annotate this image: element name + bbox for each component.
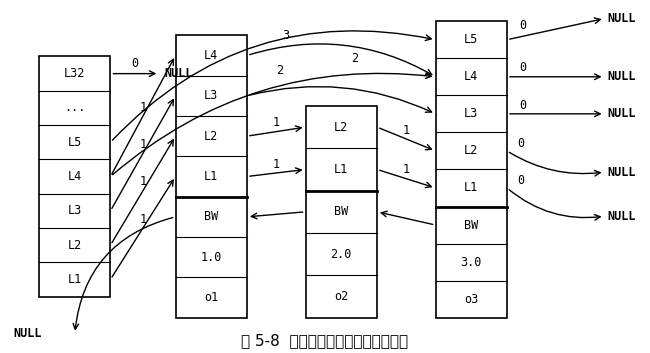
Text: L2: L2	[334, 121, 348, 133]
Text: L1: L1	[68, 273, 82, 286]
Text: BW: BW	[464, 219, 478, 232]
Bar	[39, 56, 111, 297]
Text: 1: 1	[273, 158, 280, 170]
Text: L1: L1	[334, 163, 348, 176]
Text: 0: 0	[520, 19, 526, 32]
Text: NULL: NULL	[13, 327, 42, 340]
Text: 0: 0	[520, 98, 526, 112]
Text: 1: 1	[140, 213, 146, 226]
Text: 1: 1	[140, 175, 146, 188]
Text: L5: L5	[464, 33, 478, 46]
Text: o2: o2	[334, 290, 348, 303]
Text: L5: L5	[68, 136, 82, 149]
Text: BW: BW	[334, 205, 348, 218]
Text: L3: L3	[68, 204, 82, 217]
Text: L1: L1	[204, 170, 218, 183]
Text: L4: L4	[204, 49, 218, 62]
Bar	[436, 21, 507, 318]
Text: 0: 0	[131, 57, 138, 70]
Bar	[306, 106, 377, 318]
Text: 1: 1	[273, 116, 280, 129]
Text: L32: L32	[64, 67, 85, 80]
Text: 0: 0	[518, 137, 525, 150]
Text: 1: 1	[140, 101, 146, 114]
Text: L4: L4	[464, 70, 478, 83]
Text: L3: L3	[204, 89, 218, 102]
Text: o1: o1	[204, 291, 218, 304]
Text: 2: 2	[351, 52, 358, 65]
Text: 3.0: 3.0	[461, 256, 482, 269]
Bar	[176, 35, 247, 318]
Text: NULL: NULL	[608, 12, 636, 25]
Text: 0: 0	[518, 174, 525, 187]
Text: NULL: NULL	[608, 70, 636, 83]
Text: L3: L3	[464, 107, 478, 120]
Text: BW: BW	[204, 210, 218, 223]
Text: NULL: NULL	[608, 210, 636, 223]
Text: L1: L1	[464, 181, 478, 195]
Text: L2: L2	[464, 144, 478, 157]
Text: 2.0: 2.0	[331, 248, 352, 261]
Text: 1.0: 1.0	[201, 251, 222, 264]
Text: L2: L2	[68, 239, 82, 252]
Text: ...: ...	[64, 101, 85, 114]
Text: 3: 3	[283, 29, 289, 42]
Text: L2: L2	[204, 130, 218, 143]
Text: L4: L4	[68, 170, 82, 183]
Text: o3: o3	[464, 293, 478, 306]
Text: 1: 1	[403, 163, 410, 176]
Text: NULL: NULL	[608, 107, 636, 120]
Text: 2: 2	[276, 64, 283, 77]
Text: 图 5-8  由多个跳跃节点组成的跳跃表: 图 5-8 由多个跳跃节点组成的跳跃表	[241, 333, 409, 348]
Text: 1: 1	[140, 138, 146, 151]
Text: 0: 0	[520, 61, 526, 74]
Text: NULL: NULL	[608, 166, 636, 179]
Text: 1: 1	[403, 124, 410, 137]
Text: NULL: NULL	[164, 67, 193, 80]
